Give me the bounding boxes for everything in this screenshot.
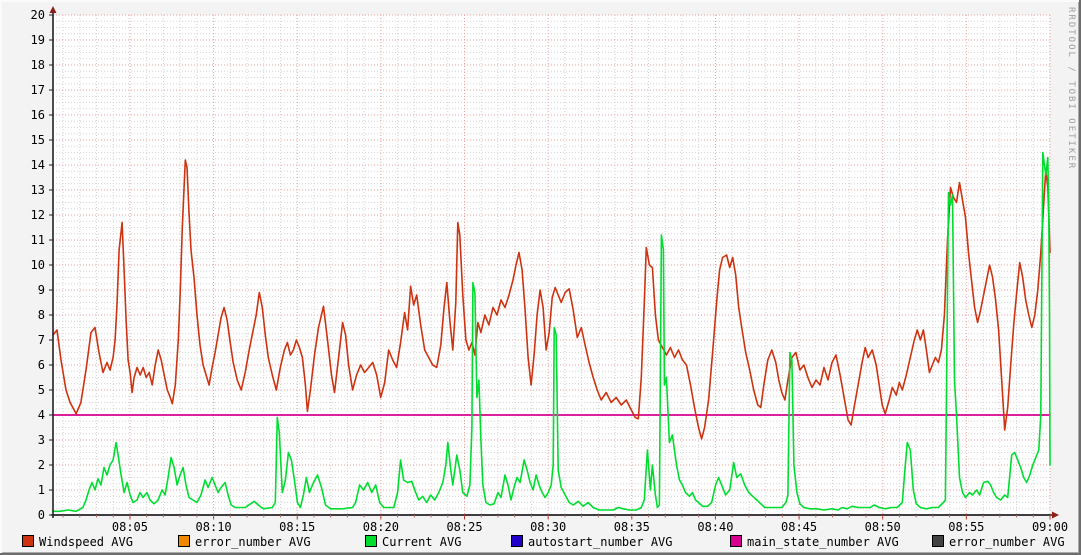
- x-tick-label: 08:50: [864, 520, 901, 534]
- y-tick-label: 9: [37, 283, 45, 297]
- y-tick-label: 13: [30, 183, 45, 197]
- y-tick-label: 6: [37, 358, 45, 372]
- x-tick-label: 08:25: [446, 520, 483, 534]
- legend-label: error_number AVG: [195, 535, 311, 549]
- y-tick-label: 14: [30, 158, 45, 172]
- y-tick-label: 2: [37, 458, 45, 472]
- legend-item: Current AVG: [365, 535, 461, 549]
- x-tick-label: 09:00: [1031, 520, 1069, 534]
- y-tick-label: 4: [37, 408, 45, 422]
- x-tick-label: 08:30: [530, 520, 567, 534]
- y-tick-label: 20: [30, 8, 45, 22]
- y-tick-label: 7: [37, 333, 45, 347]
- legend-label: error_number AVG: [949, 535, 1065, 549]
- legend-item: main_state_number AVG: [730, 535, 899, 549]
- y-tick-label: 3: [37, 433, 45, 447]
- legend-swatch-icon: [365, 535, 377, 547]
- legend-swatch-icon: [932, 535, 944, 547]
- y-tick-label: 17: [30, 83, 45, 97]
- legend-swatch-icon: [22, 535, 34, 547]
- y-tick-label: 8: [37, 308, 45, 322]
- legend-item: autostart_number AVG: [511, 535, 673, 549]
- legend-swatch-icon: [730, 535, 742, 547]
- y-tick-label: 11: [30, 233, 45, 247]
- y-tick-label: 12: [30, 208, 45, 222]
- legend-label: Windspeed AVG: [39, 535, 133, 549]
- y-tick-label: 19: [30, 33, 45, 47]
- legend-label: main_state_number AVG: [747, 535, 899, 549]
- x-tick-label: 08:10: [195, 520, 232, 534]
- x-tick-label: 08:15: [279, 520, 316, 534]
- legend-label: Current AVG: [382, 535, 462, 549]
- legend-item: Windspeed AVG: [22, 535, 133, 549]
- y-tick-label: 15: [30, 133, 45, 147]
- x-tick-label: 08:40: [697, 520, 734, 534]
- rrdtool-watermark: RRDTOOL / TOBI OETIKER: [1066, 7, 1076, 171]
- y-tick-label: 18: [30, 58, 45, 72]
- x-tick-label: 08:55: [948, 520, 985, 534]
- x-tick-label: 08:35: [613, 520, 650, 534]
- y-tick-label: 0: [37, 508, 45, 522]
- legend-item: error_number AVG: [932, 535, 1065, 549]
- legend-label: autostart_number AVG: [528, 535, 673, 549]
- y-tick-label: 1: [37, 483, 45, 497]
- legend-swatch-icon: [178, 535, 190, 547]
- x-tick-label: 08:45: [781, 520, 818, 534]
- series-windspeed-avg: [52, 159, 1051, 440]
- series-current-avg: [52, 151, 1051, 513]
- y-tick-label: 5: [37, 383, 45, 397]
- legend-swatch-icon: [511, 535, 523, 547]
- y-tick-label: 10: [30, 258, 45, 272]
- y-tick-label: 16: [30, 108, 45, 122]
- x-tick-label: 08:20: [362, 520, 399, 534]
- x-tick-label: 08:05: [111, 520, 148, 534]
- legend-item: error_number AVG: [178, 535, 311, 549]
